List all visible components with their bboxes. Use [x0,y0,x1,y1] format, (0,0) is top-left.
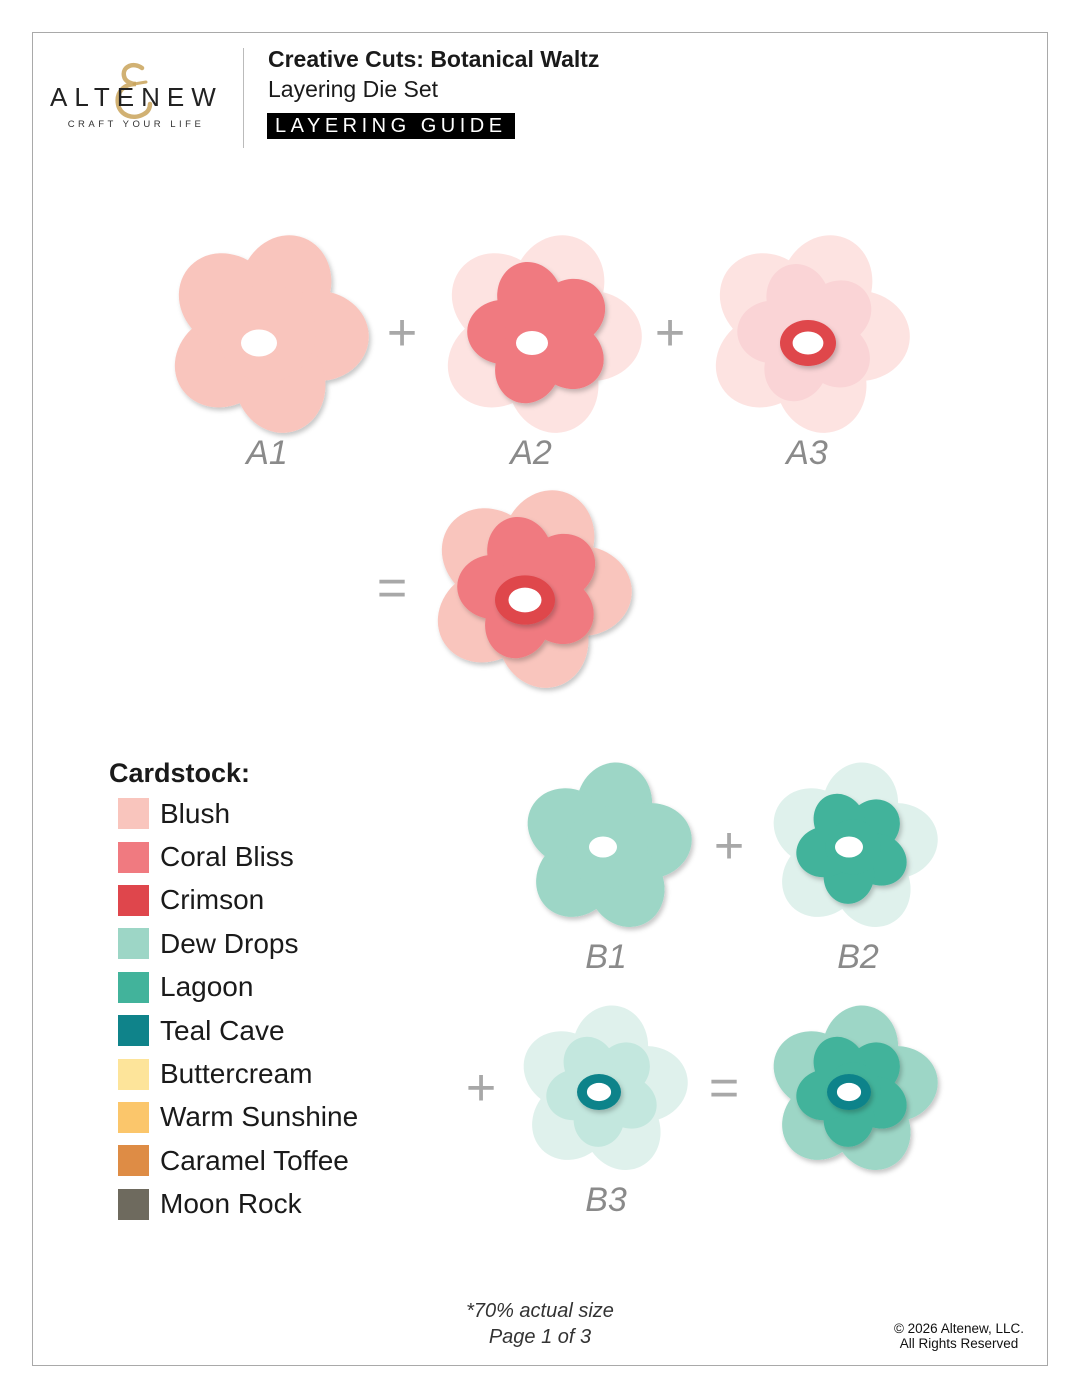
copyright: © 2026 Altenew, LLC. All Rights Reserved [894,1321,1024,1351]
center-hole [589,836,617,858]
header-divider [243,48,244,148]
cardstock-name: Crimson [160,884,265,916]
layer-label-b1: B1 [585,938,627,976]
page-number: Page 1 of 3 [488,1326,592,1348]
equals-icon: = [376,559,408,617]
cardstock-name: Coral Bliss [160,841,294,873]
plus-icon: + [713,817,745,875]
layer-label-b2: B2 [837,938,879,976]
scale-note: *70% actual size [466,1300,614,1322]
color-swatch [118,841,149,873]
cardstock-item: Blush [118,792,358,835]
rights-text: All Rights Reserved [899,1336,1019,1351]
center-hole [241,329,277,357]
plus-icon: + [654,304,686,362]
color-swatch [118,1101,149,1133]
cardstock-name: Teal Cave [160,1014,285,1046]
cardstock-item: Teal Cave [118,1009,358,1052]
copyright-text: © 2026 Altenew, LLC. [893,1321,1024,1336]
cardstock-item: Buttercream [118,1052,358,1095]
cardstock-item: Lagoon [118,966,358,1009]
product-subtitle: Layering Die Set [268,76,439,102]
color-swatch [118,798,149,830]
center-hole [836,1082,862,1102]
color-swatch [118,971,149,1003]
layering-guide-badge: LAYERING GUIDE [267,113,515,139]
cardstock-item: Coral Bliss [118,835,358,878]
center-hole [792,331,824,355]
page-border [32,32,1048,1366]
layer-label-a3: A3 [786,434,828,472]
equals-icon: = [708,1059,740,1117]
flower-layer [796,793,907,904]
color-swatch [118,1015,149,1047]
color-swatch [118,884,149,916]
product-title: Creative Cuts: Botanical Waltz [268,46,600,72]
cardstock-name: Moon Rock [160,1188,302,1220]
cardstock-item: Warm Sunshine [118,1096,358,1139]
cardstock-item: Caramel Toffee [118,1139,358,1182]
center-hole [586,1082,612,1102]
cardstock-name: Buttercream [160,1058,313,1090]
cardstock-name: Lagoon [160,971,254,1003]
altenew-logo: ALTENEW CRAFT YOUR LIFE [50,62,222,130]
logo-ampersand-icon [115,63,153,119]
color-swatch [118,1188,149,1220]
layer-label-b3: B3 [585,1181,627,1219]
plus-icon: + [465,1059,497,1117]
color-swatch [118,928,149,960]
color-swatch [118,1058,149,1090]
cardstock-item: Crimson [118,879,358,922]
cardstock-name: Blush [160,797,231,829]
center-hole [516,331,548,355]
cardstock-name: Warm Sunshine [160,1101,359,1133]
cardstock-item: Moon Rock [118,1183,358,1226]
cardstock-name: Dew Drops [160,927,299,959]
cardstock-item: Dew Drops [118,922,358,965]
cardstock-list: Blush Coral Bliss Crimson Dew Drops Lago… [118,792,358,1226]
cardstock-name: Caramel Toffee [160,1144,349,1176]
logo-wordmark-text: ALTENEW [50,82,223,112]
plus-icon: + [386,304,418,362]
logo-wordmark: ALTENEW [50,62,222,113]
cardstock-heading: Cardstock: [109,758,251,788]
logo-tagline: CRAFT YOUR LIFE [67,119,205,130]
layer-label-a1: A1 [246,434,288,472]
layer-label-a2: A2 [510,434,552,472]
flower-layer [527,762,692,927]
color-swatch [118,1145,149,1177]
center-hole [508,587,542,613]
center-hole [835,836,863,858]
